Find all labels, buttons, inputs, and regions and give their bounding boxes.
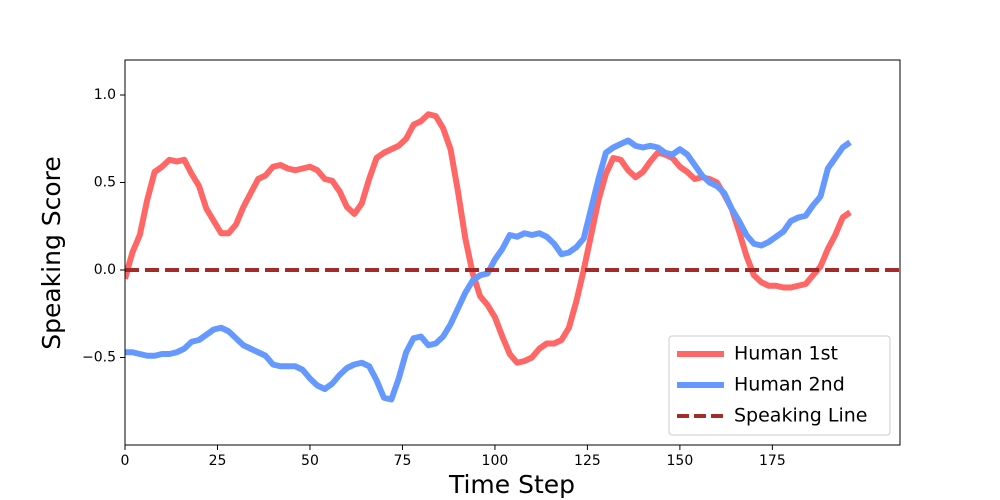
x-tick-label: 150	[667, 453, 694, 469]
series-line	[125, 111, 852, 366]
legend-label: Human 1st	[734, 343, 838, 365]
y-tick-label: 1.0	[94, 87, 116, 103]
legend-box	[668, 335, 891, 436]
x-tick-label: 75	[394, 453, 412, 469]
legend-label: Human 2nd	[734, 374, 845, 396]
x-tick-label: 50	[301, 453, 319, 469]
y-tick-label: −0.5	[82, 350, 116, 366]
x-tick-label: 175	[759, 453, 786, 469]
legend-label: Speaking Line	[734, 405, 867, 427]
x-tick-label: 100	[482, 453, 509, 469]
x-tick-label: 125	[574, 453, 601, 469]
x-tick-label: 0	[121, 453, 130, 469]
x-axis-label: Time Step	[448, 470, 575, 499]
series-line	[125, 137, 852, 403]
x-tick-label: 25	[209, 453, 227, 469]
plot-frame	[124, 59, 901, 446]
y-tick-label: 0.5	[94, 175, 116, 191]
y-axis-label: Speaking Score	[37, 156, 66, 350]
y-tick-label: 0.0	[94, 262, 116, 278]
